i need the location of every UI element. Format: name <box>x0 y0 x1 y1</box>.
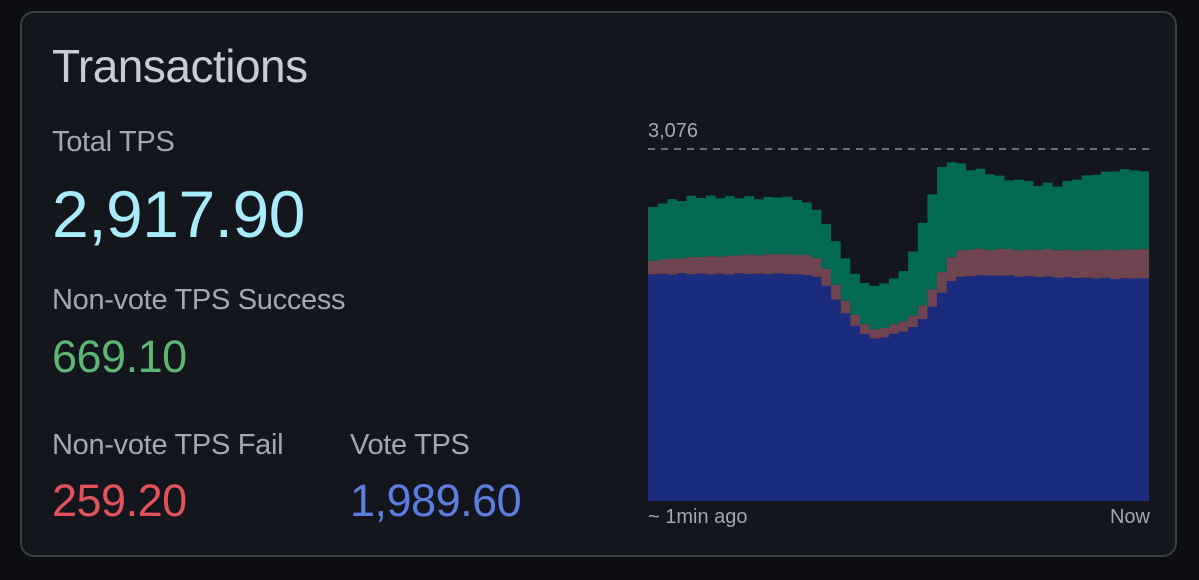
series-area-nonvote_success <box>648 162 1149 330</box>
card-title: Transactions <box>52 40 308 92</box>
tps-chart: 3,076 ~ 1min ago Now <box>644 117 1154 537</box>
nonvote-fail-value: 259.20 <box>52 475 187 526</box>
nonvote-success-value: 669.10 <box>52 331 187 382</box>
x-axis-start-label: ~ 1min ago <box>648 506 748 528</box>
series-area-vote <box>648 273 1149 501</box>
tps-chart-svg <box>648 148 1149 501</box>
vote-tps-value: 1,989.60 <box>350 475 522 526</box>
chart-max-label: 3,076 <box>648 120 699 142</box>
total-tps-value: 2,917.90 <box>52 177 305 251</box>
series-area-nonvote_fail <box>648 248 1149 339</box>
total-tps-label: Total TPS <box>52 126 175 158</box>
x-axis-end-label: Now <box>1109 506 1150 528</box>
transactions-card: Transactions Total TPS 2,917.90 Non-vote… <box>20 11 1177 557</box>
nonvote-fail-label: Non-vote TPS Fail <box>52 429 284 461</box>
vote-tps-label: Vote TPS <box>350 429 470 461</box>
nonvote-success-label: Non-vote TPS Success <box>52 284 346 316</box>
